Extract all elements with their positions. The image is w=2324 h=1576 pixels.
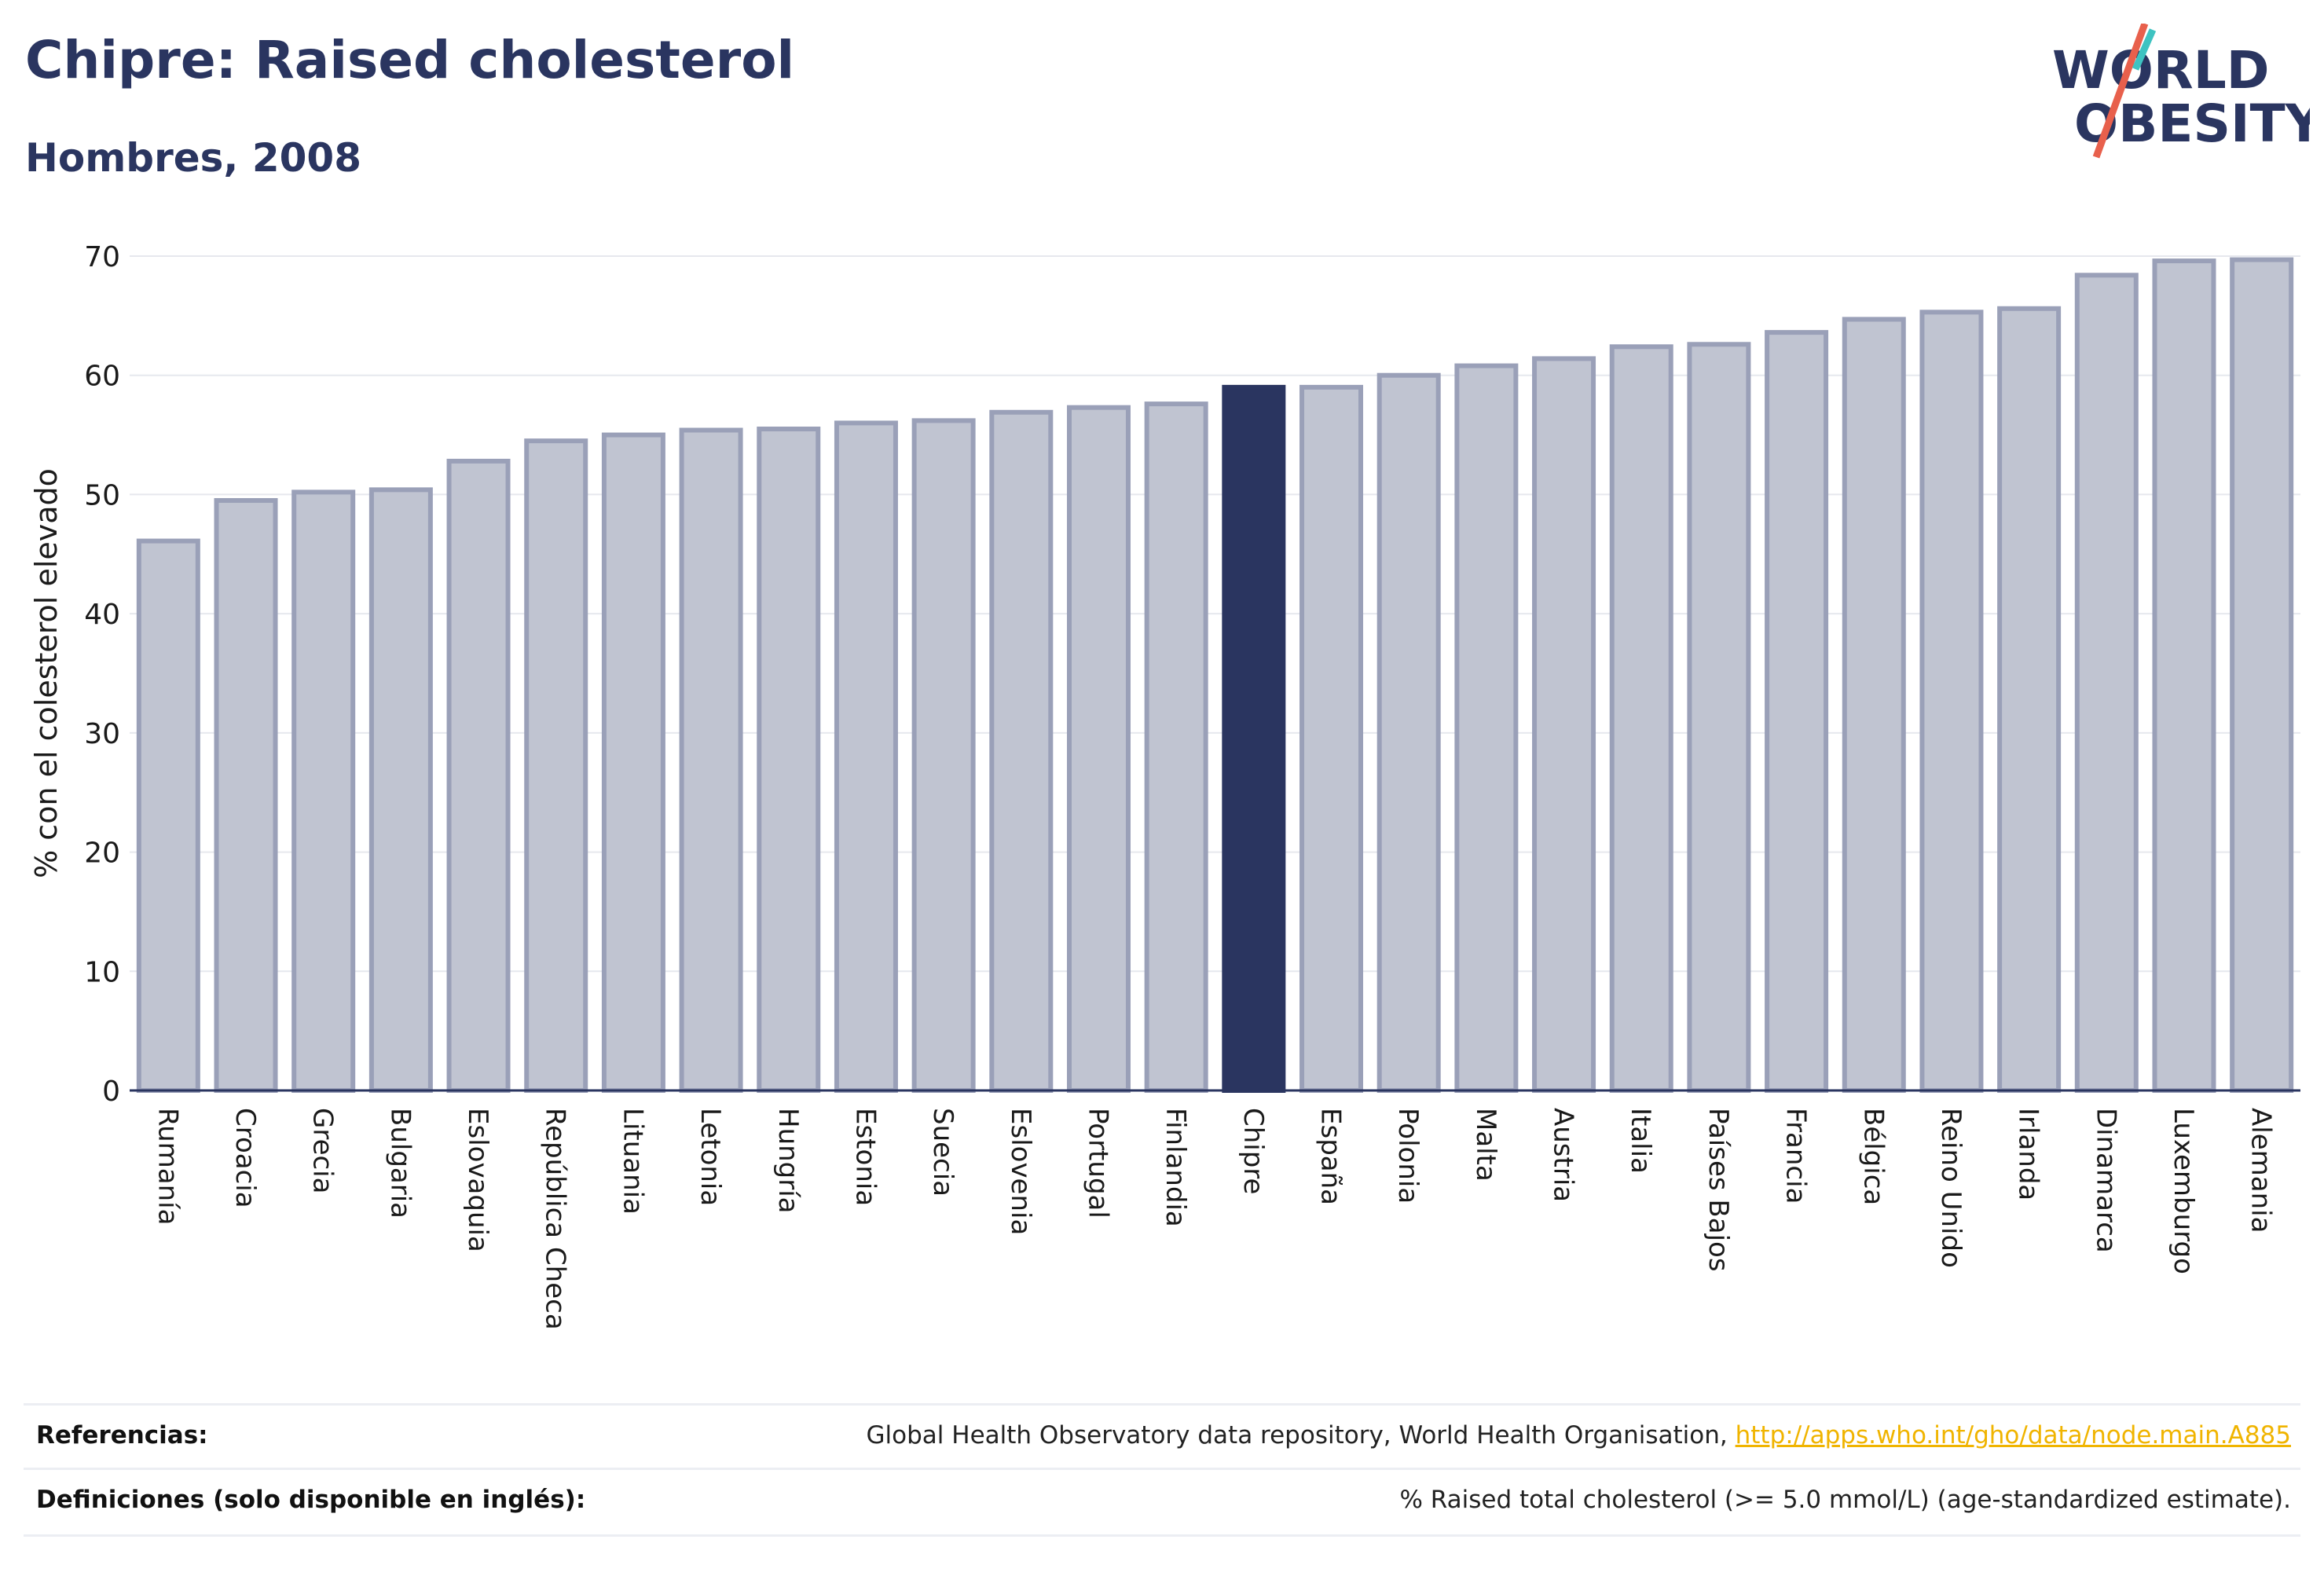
definitions-value: % Raised total cholesterol (>= 5.0 mmol/… <box>1399 1486 2291 1514</box>
bar <box>1144 401 1208 1093</box>
chart-title: Chipre: Raised cholesterol <box>25 30 795 90</box>
x-tick-labels: Rumanía Croacia Grecia Bulgaria Eslovaquia Re… <box>152 1108 2276 1330</box>
x-tick-label: Letonia <box>695 1108 726 1206</box>
bar <box>679 427 743 1093</box>
y-tick-label: 30 <box>84 718 120 750</box>
x-tick-label: Chipre <box>1237 1108 1269 1194</box>
bar <box>1532 356 1596 1093</box>
bar <box>2152 258 2216 1093</box>
x-tick-label: Irlanda <box>2013 1108 2044 1200</box>
x-tick-label: Francia <box>1780 1108 1812 1204</box>
references-link[interactable]: http://apps.who.int/gho/data/node.main.A… <box>1735 1421 2291 1450</box>
bar <box>291 489 356 1093</box>
x-tick-label: Reino Unido <box>1935 1108 1967 1268</box>
x-tick-label: Eslovenia <box>1005 1108 1036 1235</box>
x-tick-label: Eslovaquia <box>462 1108 493 1252</box>
logo-line-1: WORLD <box>2052 40 2270 101</box>
logo-slash-red <box>2092 24 2149 159</box>
x-tick-label: Portugal <box>1082 1108 1113 1219</box>
x-tick-label: Alemania <box>2245 1108 2277 1233</box>
y-tick-label: 0 <box>102 1076 120 1108</box>
x-tick-label: República Checa <box>540 1108 571 1330</box>
bar <box>1919 310 1984 1093</box>
references-row: Referencias: Global Health Observatory d… <box>24 1403 2300 1470</box>
definitions-label: Definiciones (solo disponible en inglés)… <box>36 1486 586 1514</box>
x-tick-label: Italia <box>1625 1108 1656 1174</box>
bar <box>1765 330 1829 1093</box>
bar <box>1376 372 1441 1093</box>
x-tick-label: Lituania <box>617 1108 648 1215</box>
x-tick-label: Hungría <box>772 1108 804 1214</box>
bar <box>1687 342 1751 1094</box>
y-tick-label: 60 <box>84 361 120 393</box>
x-tick-label: Suecia <box>927 1108 959 1197</box>
references-label: Referencias: <box>36 1421 208 1450</box>
y-tick-label: 40 <box>84 599 120 631</box>
bar <box>136 538 200 1093</box>
x-tick-label: Rumanía <box>152 1108 183 1225</box>
bar <box>989 409 1054 1093</box>
x-tick-label: Finlandia <box>1160 1108 1191 1227</box>
x-tick-label: Grecia <box>307 1108 339 1193</box>
bars <box>136 257 2294 1094</box>
references-value: Global Health Observatory data repositor… <box>867 1421 2291 1450</box>
bar <box>2074 273 2139 1093</box>
x-tick-label: Estonia <box>849 1108 881 1206</box>
x-tick-label: Dinamarca <box>2090 1108 2121 1253</box>
bar <box>911 418 976 1093</box>
y-tick-label: 10 <box>84 956 120 988</box>
bar <box>1997 306 2062 1093</box>
bar <box>1454 363 1519 1093</box>
bar <box>214 498 278 1093</box>
references-text: Global Health Observatory data repositor… <box>866 1421 1736 1450</box>
x-tick-label: Bulgaria <box>384 1108 416 1219</box>
bar <box>1842 317 1906 1093</box>
y-tick-label: 50 <box>84 479 120 511</box>
x-tick-label: Luxemburgo <box>2168 1108 2199 1274</box>
bar <box>2230 257 2294 1094</box>
bar <box>757 426 821 1093</box>
world-obesity-logo: WORLD OBESITY <box>2052 24 2310 159</box>
y-tick-label: 20 <box>84 837 120 870</box>
logo-slash-teal <box>2132 28 2157 71</box>
bar <box>601 432 665 1093</box>
x-tick-label: Bélgica <box>1857 1108 1889 1205</box>
definitions-row: Definiciones (solo disponible en inglés)… <box>24 1468 2300 1537</box>
chart-subtitle: Hombres, 2008 <box>25 135 361 181</box>
bar <box>834 420 898 1093</box>
bar <box>368 487 433 1093</box>
x-tick-label: Polonia <box>1392 1108 1424 1204</box>
y-tick-label: 70 <box>84 241 120 273</box>
x-tick-label: España <box>1315 1108 1347 1205</box>
x-tick-label: Malta <box>1470 1108 1501 1182</box>
bar <box>1609 344 1673 1093</box>
bar <box>446 458 511 1093</box>
bar <box>524 438 588 1093</box>
bar-chart: 0 10 20 30 40 50 60 70 Rumanía Croacia Grecia Bulg… <box>29 241 2300 1330</box>
y-tick-labels: 0 10 20 30 40 50 60 70 <box>84 241 120 1108</box>
bar <box>1299 384 1364 1093</box>
x-tick-label: Austria <box>1548 1108 1579 1202</box>
x-tick-label: Países Bajos <box>1703 1108 1734 1272</box>
bar-highlight <box>1222 384 1286 1093</box>
y-axis-label: % con el colesterol elevado <box>29 468 64 878</box>
x-tick-label: Croacia <box>229 1108 261 1208</box>
bar <box>1066 405 1131 1093</box>
